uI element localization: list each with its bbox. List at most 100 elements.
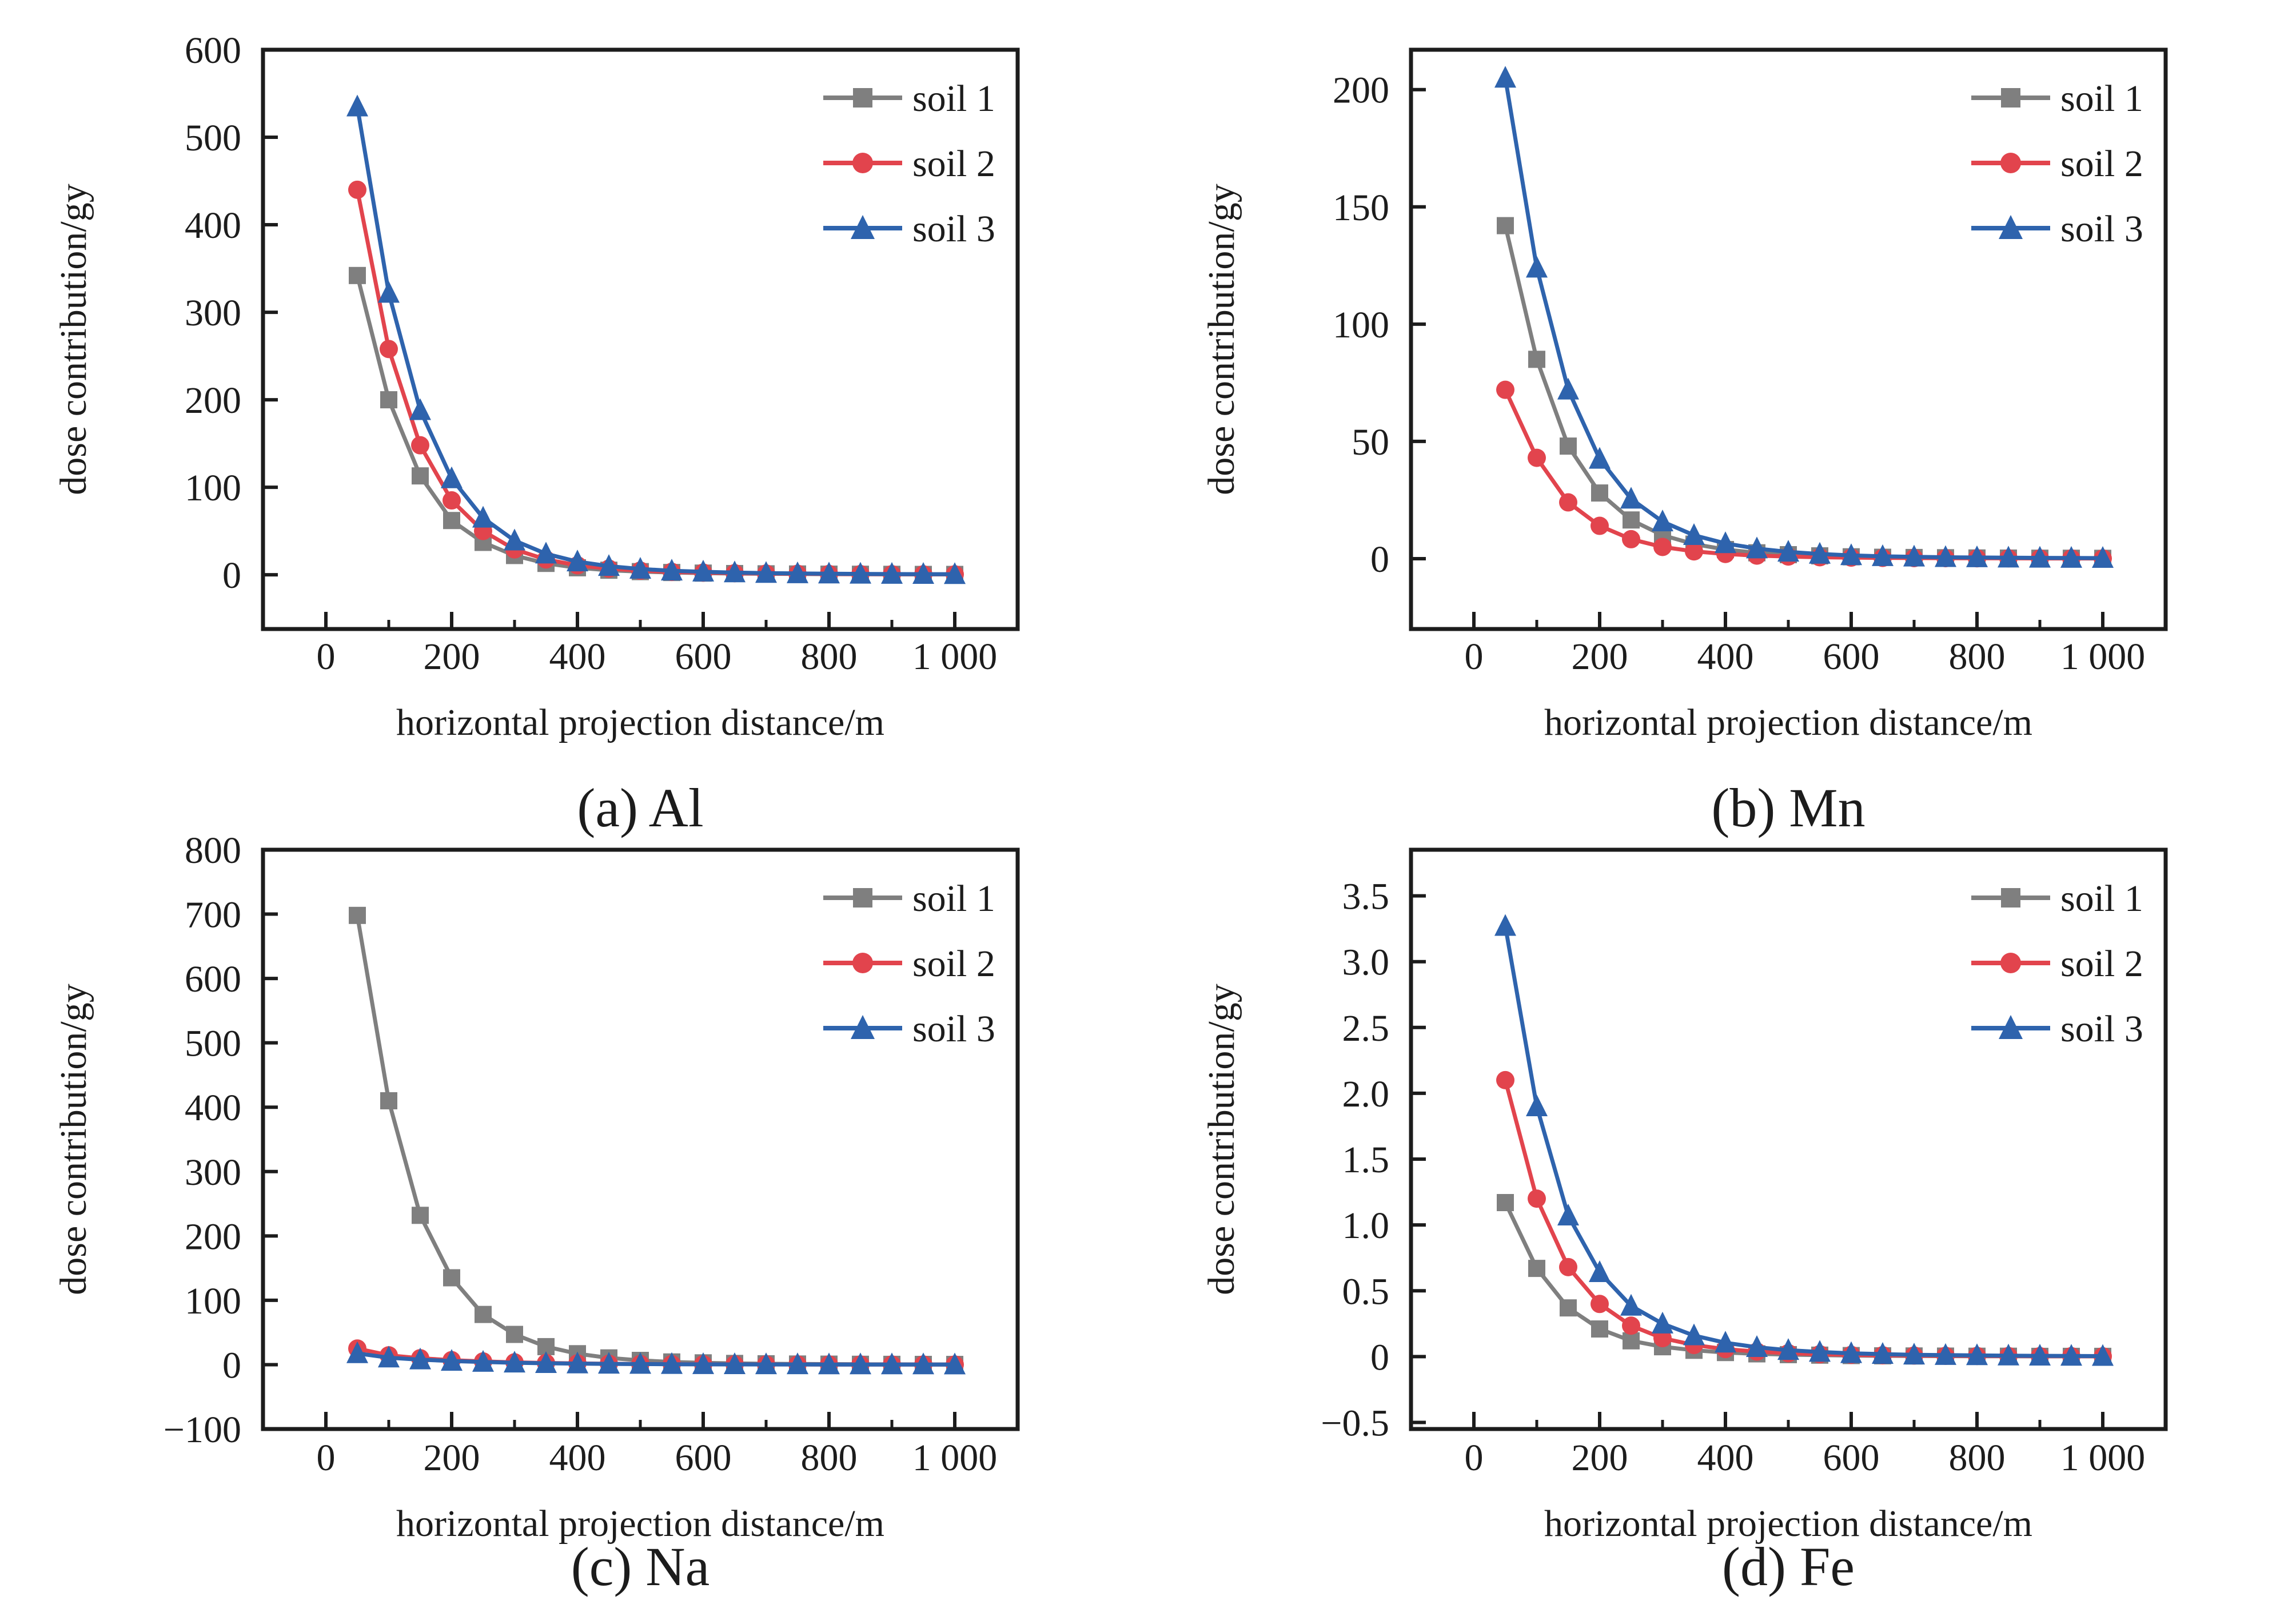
soil-3-marker: [850, 1352, 871, 1375]
soil-1-marker: [443, 512, 460, 530]
legend-circle-marker: [2000, 153, 2021, 173]
soil-1-marker: [412, 467, 429, 485]
soil-1-marker: [1528, 351, 1545, 368]
legend-label: soil 3: [2060, 208, 2143, 250]
y-tick-label: 600: [185, 30, 241, 71]
y-tick-label: 100: [1333, 304, 1389, 346]
y-tick-label: 200: [185, 1216, 241, 1257]
soil-3-marker: [1620, 1293, 1642, 1316]
soil-3-marker: [1746, 1335, 1768, 1358]
y-tick-label: 0: [1370, 1336, 1389, 1378]
soil-3-marker: [2060, 1344, 2082, 1366]
legend-item-soil-1: soil 1: [823, 878, 995, 920]
soil-3-marker: [1840, 543, 1862, 566]
soil-3-marker: [692, 559, 714, 582]
soil-3-marker: [724, 560, 746, 583]
legend-square-marker: [853, 888, 872, 908]
legend-item-soil-2: soil 2: [1971, 943, 2143, 985]
soil-3-marker: [1683, 523, 1705, 545]
soil-3-marker: [881, 562, 903, 584]
y-axis-label: dose contribution/gy: [1201, 984, 1242, 1295]
soil-3-marker: [818, 1352, 840, 1375]
soil-2-marker: [1591, 516, 1609, 535]
soil-3-marker: [661, 559, 683, 581]
soil-1-marker: [475, 1306, 492, 1323]
y-tick-label: −0.5: [1321, 1402, 1389, 1444]
legend-circle-marker: [852, 953, 873, 973]
soil-3-marker: [346, 1341, 368, 1363]
legend-item-soil-2: soil 2: [823, 943, 995, 985]
soil-3-marker: [1620, 487, 1642, 509]
soil-3-marker: [2029, 546, 2051, 568]
soil-3-marker: [2060, 546, 2082, 568]
soil-3-marker: [378, 1346, 400, 1368]
legend-label: soil 2: [912, 143, 995, 185]
legend-circle-marker: [2000, 953, 2021, 973]
soil-3-marker: [1809, 542, 1831, 564]
x-tick-label: 800: [1949, 636, 2006, 678]
soil-3-marker: [661, 1352, 683, 1374]
legend-label: soil 1: [2060, 878, 2143, 920]
soil-1-marker: [1591, 1320, 1608, 1338]
soil-3-marker: [629, 557, 651, 579]
soil-3-marker: [409, 398, 431, 420]
y-tick-label: 50: [1352, 421, 1389, 463]
soil-1-marker: [1497, 217, 1514, 234]
soil-2-marker: [1622, 530, 1640, 548]
x-tick-label: 200: [424, 636, 480, 678]
soil-3-marker: [1683, 1323, 1705, 1346]
soil-3-marker: [1966, 1343, 1988, 1366]
soil-3-marker: [818, 562, 840, 584]
x-tick-label: 400: [549, 636, 606, 678]
legend-item-soil-3: soil 3: [823, 208, 995, 250]
soil-3-marker: [598, 1352, 620, 1374]
soil-3-marker: [1652, 510, 1673, 532]
soil-3-marker: [912, 562, 934, 584]
soil-3-marker: [724, 1352, 746, 1374]
y-tick-label: 200: [1333, 70, 1389, 112]
soil-3-marker: [912, 1352, 934, 1375]
y-tick-label: 0: [1370, 539, 1389, 580]
legend-label: soil 2: [2060, 943, 2143, 985]
legend-label: soil 1: [912, 78, 995, 120]
soil-3-marker: [1935, 545, 1956, 567]
legend-label: soil 2: [912, 943, 995, 985]
x-tick-label: 600: [675, 1437, 732, 1479]
y-tick-label: 500: [185, 117, 241, 159]
soil-3-series: [1494, 914, 2114, 1366]
soil-2-marker: [1653, 538, 1672, 556]
legend-label: soil 3: [2060, 1008, 2143, 1050]
x-tick-label: 400: [1697, 1437, 1754, 1479]
panel-b: 0 200 400 600 800 1 000 0 50 100 150 200 horizontal…: [1201, 47, 2168, 838]
x-tick-label: 800: [801, 1437, 858, 1479]
soil-1-marker: [1560, 1299, 1577, 1317]
soil-3-marker: [409, 1347, 431, 1370]
soil-1-marker: [506, 1326, 523, 1343]
legend-triangle-marker: [851, 215, 875, 239]
soil-2-marker: [1559, 1257, 1577, 1276]
soil-3-marker: [1903, 1343, 1925, 1365]
y-tick-label: 2.0: [1342, 1073, 1390, 1115]
soil-3-marker: [1777, 1338, 1799, 1360]
y-tick-label: 0.5: [1342, 1271, 1390, 1312]
soil-1-marker: [380, 391, 397, 409]
y-tick-label: 300: [185, 292, 241, 334]
soil-3-marker: [2092, 1344, 2114, 1366]
soil-3-marker: [441, 466, 463, 488]
soil-1-marker: [443, 1269, 460, 1287]
x-tick-label: 0: [317, 1437, 336, 1479]
soil-2-marker: [1559, 493, 1577, 512]
soil-3-marker: [629, 1352, 651, 1374]
y-tick-label: −100: [164, 1409, 241, 1451]
soil-2-marker: [443, 491, 461, 510]
legend-triangle-marker: [851, 1015, 875, 1039]
soil-3-marker: [504, 1351, 525, 1373]
x-axis-label: horizontal projection distance/m: [396, 1503, 884, 1545]
soil-3-marker: [1715, 531, 1736, 554]
legend-label: soil 2: [2060, 143, 2143, 185]
soil-3-marker: [1526, 1094, 1548, 1116]
panel-caption: (a) Al: [577, 777, 703, 838]
x-tick-label: 600: [1823, 1437, 1880, 1479]
soil-2-marker: [1496, 380, 1514, 399]
x-tick-label: 0: [317, 636, 336, 678]
